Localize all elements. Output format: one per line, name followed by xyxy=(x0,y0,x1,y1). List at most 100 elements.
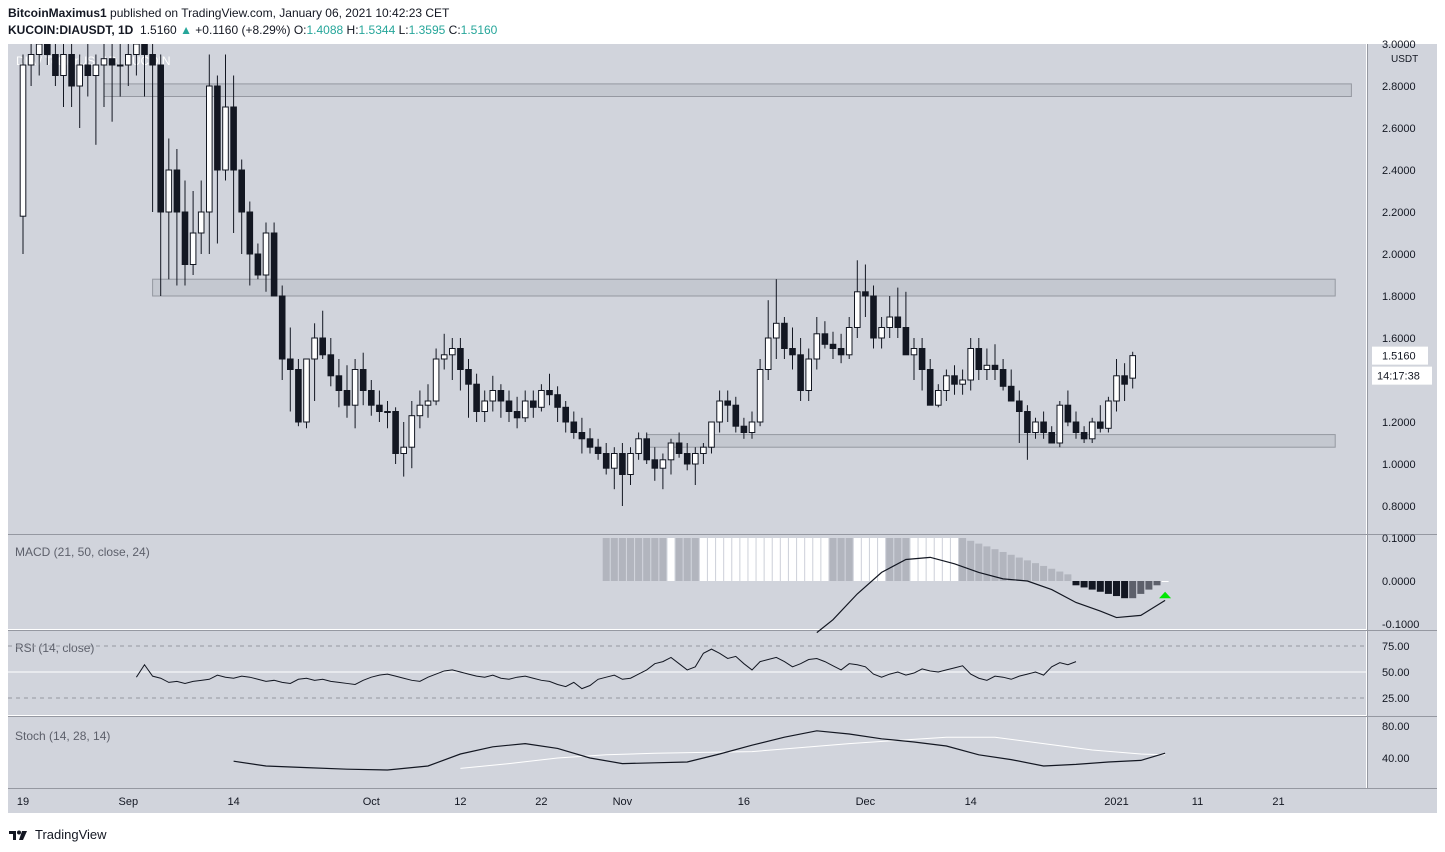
candle[interactable] xyxy=(319,337,326,356)
candle[interactable] xyxy=(708,421,715,448)
candle[interactable] xyxy=(611,453,618,469)
candle[interactable] xyxy=(894,316,902,328)
candle[interactable] xyxy=(424,400,432,406)
symbol-label[interactable]: KUCOIN:DIAUSDT, 1D xyxy=(8,23,134,37)
candle[interactable] xyxy=(546,390,553,396)
candle[interactable] xyxy=(197,211,205,234)
candle[interactable] xyxy=(748,421,756,433)
candle[interactable] xyxy=(918,348,926,370)
candle[interactable] xyxy=(943,375,950,391)
candle[interactable] xyxy=(1056,404,1064,444)
candle[interactable] xyxy=(335,375,343,391)
candle[interactable] xyxy=(359,369,367,391)
candle[interactable] xyxy=(181,211,189,265)
candle[interactable] xyxy=(214,85,221,171)
candle[interactable] xyxy=(813,333,821,360)
candle[interactable] xyxy=(400,446,407,455)
horizontal-zone[interactable] xyxy=(103,83,1352,98)
candle[interactable] xyxy=(343,390,351,406)
candle[interactable] xyxy=(538,390,545,408)
candle[interactable] xyxy=(975,348,983,370)
candle[interactable] xyxy=(854,291,861,328)
candle[interactable] xyxy=(935,390,942,406)
candle[interactable] xyxy=(910,348,918,356)
candle[interactable] xyxy=(570,421,578,433)
candle[interactable] xyxy=(667,442,675,461)
author-name[interactable]: BitcoinMaximus1 xyxy=(8,6,107,20)
candle[interactable] xyxy=(829,343,837,349)
candle[interactable] xyxy=(773,322,780,339)
candle[interactable] xyxy=(376,404,383,413)
candle[interactable] xyxy=(1016,400,1023,412)
candle[interactable] xyxy=(303,358,310,423)
candle[interactable] xyxy=(845,327,853,356)
candle[interactable] xyxy=(327,354,335,377)
candle[interactable] xyxy=(1032,421,1039,433)
candle[interactable] xyxy=(1113,375,1120,402)
candle[interactable] xyxy=(432,358,440,402)
candle[interactable] xyxy=(1080,432,1088,440)
candle[interactable] xyxy=(797,354,804,391)
candle[interactable] xyxy=(449,348,456,356)
candle[interactable] xyxy=(489,390,497,402)
candle[interactable] xyxy=(173,169,181,213)
candle[interactable] xyxy=(683,453,691,465)
candle[interactable] xyxy=(991,364,999,370)
candle[interactable] xyxy=(100,58,108,66)
candle[interactable] xyxy=(497,390,505,402)
candle[interactable] xyxy=(1007,385,1015,402)
candle[interactable] xyxy=(84,64,92,76)
candle[interactable] xyxy=(562,406,570,423)
candle[interactable] xyxy=(635,438,642,454)
candle[interactable] xyxy=(157,64,164,213)
candle[interactable] xyxy=(837,348,845,356)
candle[interactable] xyxy=(724,400,732,406)
candle[interactable] xyxy=(60,54,67,76)
candle[interactable] xyxy=(52,54,59,76)
candle[interactable] xyxy=(1105,400,1112,429)
candle[interactable] xyxy=(513,411,521,419)
candle[interactable] xyxy=(878,327,885,339)
candle[interactable] xyxy=(716,400,723,423)
candle[interactable] xyxy=(189,232,197,265)
candle[interactable] xyxy=(1088,421,1096,440)
candle[interactable] xyxy=(862,291,869,297)
candle[interactable] xyxy=(1121,375,1128,385)
candle[interactable] xyxy=(781,322,788,349)
candle[interactable] xyxy=(295,369,302,423)
candle[interactable] xyxy=(886,316,894,328)
candle[interactable] xyxy=(740,425,748,434)
candle[interactable] xyxy=(805,358,813,391)
candle[interactable] xyxy=(206,85,213,213)
candle[interactable] xyxy=(68,54,75,87)
candle[interactable] xyxy=(384,411,391,413)
candle[interactable] xyxy=(481,400,488,412)
candle[interactable] xyxy=(457,348,464,370)
candle[interactable] xyxy=(238,169,245,213)
candle[interactable] xyxy=(1064,404,1072,423)
candle[interactable] xyxy=(700,446,707,455)
candle[interactable] xyxy=(465,369,472,385)
candle[interactable] xyxy=(756,369,764,423)
candle[interactable] xyxy=(530,400,537,408)
candle[interactable] xyxy=(76,64,84,87)
candle[interactable] xyxy=(578,432,586,440)
horizontal-zone[interactable] xyxy=(646,434,1336,448)
candle[interactable] xyxy=(619,453,626,475)
candle[interactable] xyxy=(222,106,229,171)
candle[interactable] xyxy=(967,348,975,381)
candle[interactable] xyxy=(230,106,237,171)
candle[interactable] xyxy=(870,295,877,339)
candle[interactable] xyxy=(999,369,1007,387)
candle[interactable] xyxy=(92,64,100,76)
candle[interactable] xyxy=(254,253,262,276)
candle[interactable] xyxy=(311,337,318,360)
candle[interactable] xyxy=(675,442,683,454)
candle[interactable] xyxy=(586,438,594,448)
candle[interactable] xyxy=(505,400,513,412)
candle[interactable] xyxy=(27,54,35,66)
candle[interactable] xyxy=(149,54,156,66)
candle[interactable] xyxy=(165,169,173,213)
candle[interactable] xyxy=(983,364,991,370)
